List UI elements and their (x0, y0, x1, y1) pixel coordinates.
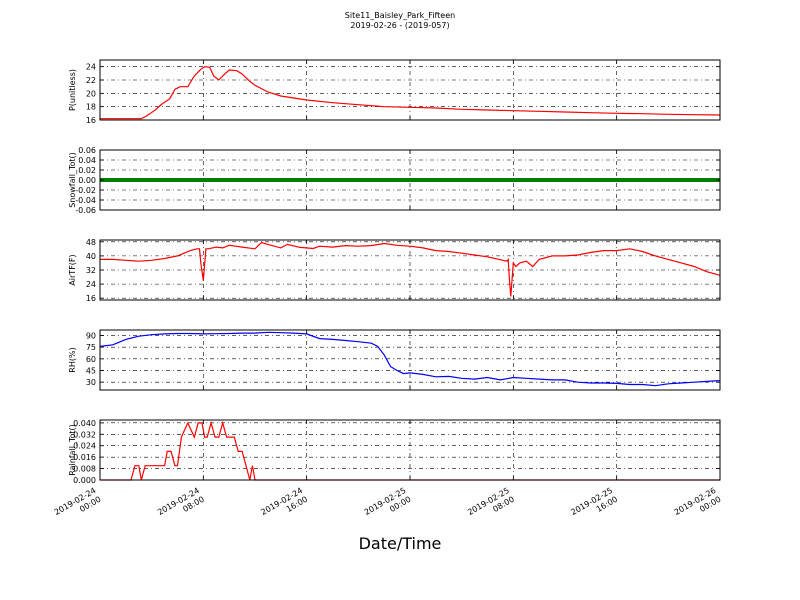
series-line (99, 331, 721, 387)
y-axis-label: P(unitless) (68, 69, 77, 111)
y-tick-label: -0.04 (75, 196, 96, 205)
y-tick-label: 30 (86, 378, 96, 387)
series-line (100, 420, 720, 481)
y-tick-label: 22 (86, 76, 96, 85)
y-tick-label: -0.02 (75, 186, 96, 195)
y-tick-label: 48 (86, 238, 96, 247)
y-tick-label: 0.008 (73, 465, 96, 474)
y-tick-label: 0.024 (73, 442, 96, 451)
y-tick-label: 45 (86, 367, 96, 376)
y-tick-label: 20 (86, 89, 96, 98)
y-axis-label: Snowfall_Tot() (68, 152, 77, 208)
x-axis-label: Date/Time (358, 534, 442, 553)
y-axis-label: RH(%) (68, 347, 77, 372)
y-tick-label: 32 (86, 266, 96, 275)
y-tick-label: 0.02 (78, 166, 96, 175)
figure-title: Site11_Baisley_Park_Fifteen 2019-02-26 -… (0, 11, 800, 31)
y-tick-label: -0.06 (75, 206, 96, 215)
y-tick-label: 75 (86, 343, 96, 352)
y-tick-label: 0.032 (73, 430, 96, 439)
y-tick-label: 0.000 (73, 476, 96, 485)
series-line (100, 66, 721, 120)
y-tick-label: 90 (86, 331, 96, 340)
y-tick-label: 0.040 (73, 419, 96, 428)
series-line (100, 241, 721, 297)
chart-title: Site11_Baisley_Park_Fifteen (344, 11, 456, 20)
y-tick-label: 0.04 (78, 156, 96, 165)
y-tick-label: 40 (86, 252, 96, 261)
y-tick-label: 0.00 (78, 176, 96, 185)
y-tick-label: 16 (86, 116, 96, 125)
y-axis-label: AirTF(F) (68, 254, 77, 285)
y-tick-label: 0.016 (73, 453, 96, 462)
y-tick-label: 24 (86, 280, 96, 289)
y-tick-label: 18 (86, 103, 96, 112)
y-tick-label: 60 (86, 355, 96, 364)
y-tick-label: 24 (86, 63, 96, 72)
y-axis-label: Rainfall_Tot() (68, 424, 77, 476)
y-tick-label: 0.06 (78, 146, 96, 155)
y-tick-label: 16 (86, 294, 96, 303)
chart-subtitle: 2019-02-26 - (2019-057) (350, 21, 450, 30)
